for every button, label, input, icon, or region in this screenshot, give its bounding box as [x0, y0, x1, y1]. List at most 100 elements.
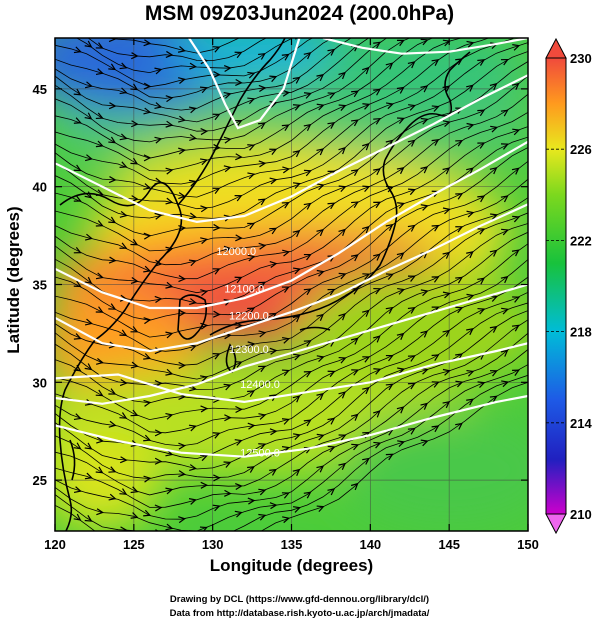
streamline [55, 147, 528, 321]
streamline-arrow [477, 277, 485, 285]
x-tick-label: 120 [44, 537, 66, 552]
streamline-arrow [327, 417, 336, 425]
streamline-arrow [303, 92, 312, 99]
streamline-arrow [455, 306, 464, 314]
streamline-arrow [385, 273, 394, 280]
streamline-arrow [143, 107, 152, 115]
streamline-arrow [292, 506, 301, 513]
streamline-arrow [95, 306, 104, 313]
streamline-arrow [501, 307, 510, 315]
streamline-arrow [188, 498, 197, 505]
streamline-arrow [455, 26, 463, 34]
streamline-arrow [466, 7, 474, 15]
streamline-arrow [466, 84, 474, 92]
streamline-arrow [408, 25, 416, 33]
streamline-arrow [442, 368, 451, 376]
streamline-arrow [501, 228, 510, 236]
streamline-arrow [73, 442, 82, 450]
streamline-arrow [189, 537, 196, 544]
streamline-arrow [431, 425, 440, 433]
streamline-arrow [154, 504, 163, 512]
streamline-arrow [511, 167, 520, 175]
streamline-arrow [165, 197, 174, 205]
streamline-arrow [373, 287, 382, 295]
streamline-arrow [350, 337, 359, 345]
streamline-arrow [373, 14, 381, 22]
streamline-arrow [247, 172, 256, 180]
streamline-arrow [189, 134, 197, 142]
streamline-arrow [212, 113, 221, 121]
streamline-arrow [130, 195, 139, 203]
streamline [55, 51, 528, 219]
streamline-arrow [351, 119, 359, 127]
streamline-arrow [442, 329, 451, 337]
streamline-arrow [235, 78, 243, 87]
streamline-arrow [489, 82, 498, 91]
streamline-arrow [84, 81, 93, 89]
streamline-arrow [199, 454, 208, 462]
streamline-arrow [466, 398, 474, 406]
streamline-arrow [397, 117, 405, 124]
streamline-arrow [327, 48, 336, 56]
streamline-arrow [373, 441, 382, 449]
streamline-arrow [466, 167, 474, 175]
streamline-arrow [397, 367, 406, 375]
streamline-arrow [258, 365, 267, 373]
streamline-arrow [130, 83, 139, 91]
streamline-arrow [281, 53, 290, 61]
streamline-arrow [327, 92, 336, 99]
streamline-arrow [235, 405, 243, 414]
streamline-arrow [73, 195, 82, 202]
streamline-arrow [489, 325, 498, 333]
streamline [55, 38, 388, 132]
streamline [55, 93, 528, 266]
streamline-arrow [178, 309, 187, 317]
colorbar: 210 214 218 222 226 230 [545, 37, 592, 535]
streamline-arrow [281, 418, 290, 425]
streamline-arrow [95, 140, 104, 148]
x-tick-label: 135 [281, 537, 303, 552]
x-axis-label: Longitude (degrees) [209, 556, 374, 575]
streamline-arrow [338, 272, 347, 280]
streamline-arrow [188, 259, 197, 267]
x-axis-ticks: 120 125 130 135 140 145 150 [44, 38, 539, 552]
streamline-arrow [373, 168, 381, 176]
streamline-arrow [407, 427, 416, 435]
x-tick-label: 125 [123, 537, 145, 552]
streamline-arrow [73, 88, 82, 96]
streamline-arrow [338, 391, 347, 399]
streamline-arrow [200, 289, 209, 297]
streamline-arrow [189, 298, 197, 305]
streamline-arrow [397, 287, 406, 295]
streamline-arrow [119, 62, 128, 70]
streamline-arrow [108, 388, 117, 395]
streamline-arrow [362, 142, 370, 151]
x-tick-label: 145 [438, 537, 460, 552]
streamline [55, 259, 528, 434]
streamline-arrow [362, 386, 370, 395]
streamline-arrow [212, 353, 221, 360]
streamline-arrow [119, 456, 128, 464]
streamline-arrow [338, 462, 347, 471]
streamline-arrow [119, 329, 128, 336]
streamline-arrow [292, 267, 301, 275]
streamline-arrow [512, 215, 521, 223]
streamline-arrow [501, 27, 509, 35]
streamline-arrow [281, 286, 290, 293]
streamline-arrow [178, 442, 187, 450]
height-contours [55, 38, 528, 458]
streamline-arrow [96, 357, 104, 365]
streamline-arrow [247, 422, 256, 430]
streamline-arrow [327, 370, 336, 378]
streamline-arrow [143, 232, 152, 240]
streamline-arrow [466, 369, 475, 377]
streamline-arrow [292, 229, 301, 238]
streamline-arrow [373, 335, 381, 343]
streamline-arrow [303, 51, 312, 60]
streamline-arrow [338, 104, 347, 111]
streamline-arrow [501, 380, 510, 388]
streamline [55, 38, 370, 123]
streamline-arrow [466, 327, 474, 336]
contour-line [55, 283, 528, 405]
